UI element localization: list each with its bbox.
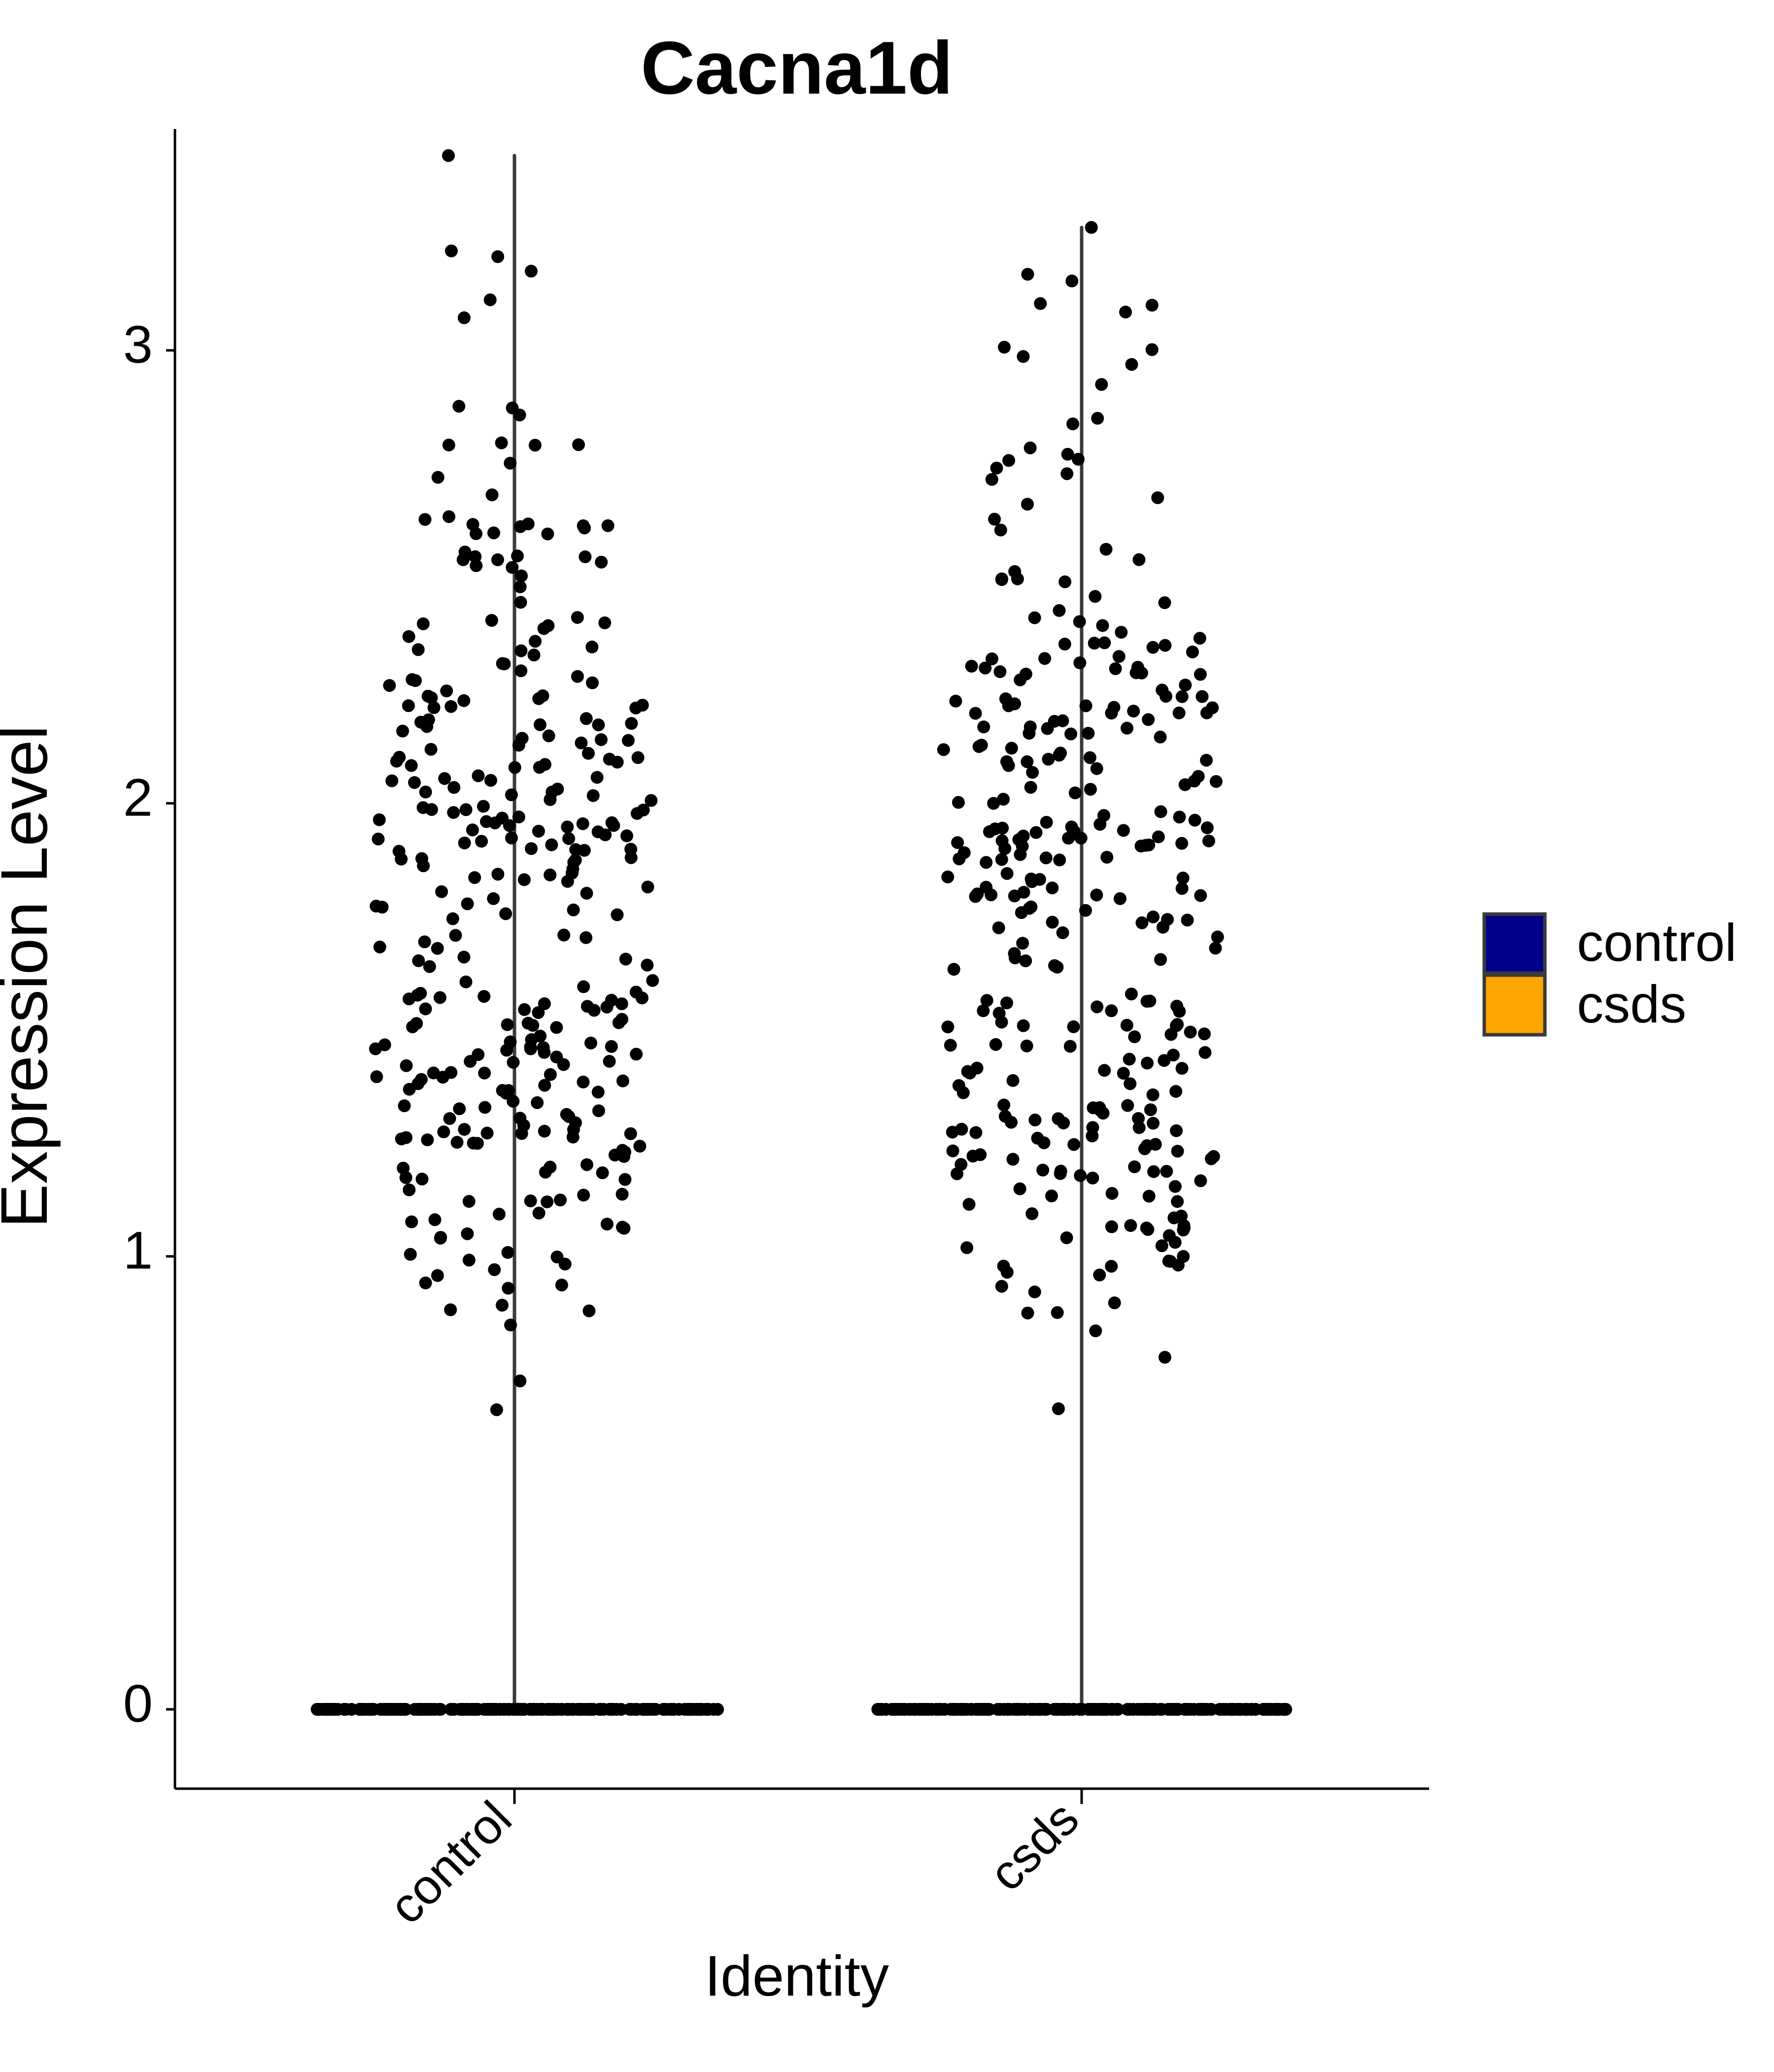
svg-text:2: 2 bbox=[123, 767, 153, 827]
svg-text:3: 3 bbox=[123, 314, 153, 374]
svg-text:0: 0 bbox=[123, 1673, 153, 1733]
svg-text:1: 1 bbox=[123, 1221, 153, 1280]
svg-text:Identity: Identity bbox=[705, 1944, 889, 2008]
svg-text:Cacna1d: Cacna1d bbox=[641, 26, 953, 110]
svg-text:control: control bbox=[1577, 913, 1737, 972]
svg-text:Expression Level: Expression Level bbox=[0, 725, 61, 1228]
svg-text:csds: csds bbox=[1577, 974, 1686, 1034]
